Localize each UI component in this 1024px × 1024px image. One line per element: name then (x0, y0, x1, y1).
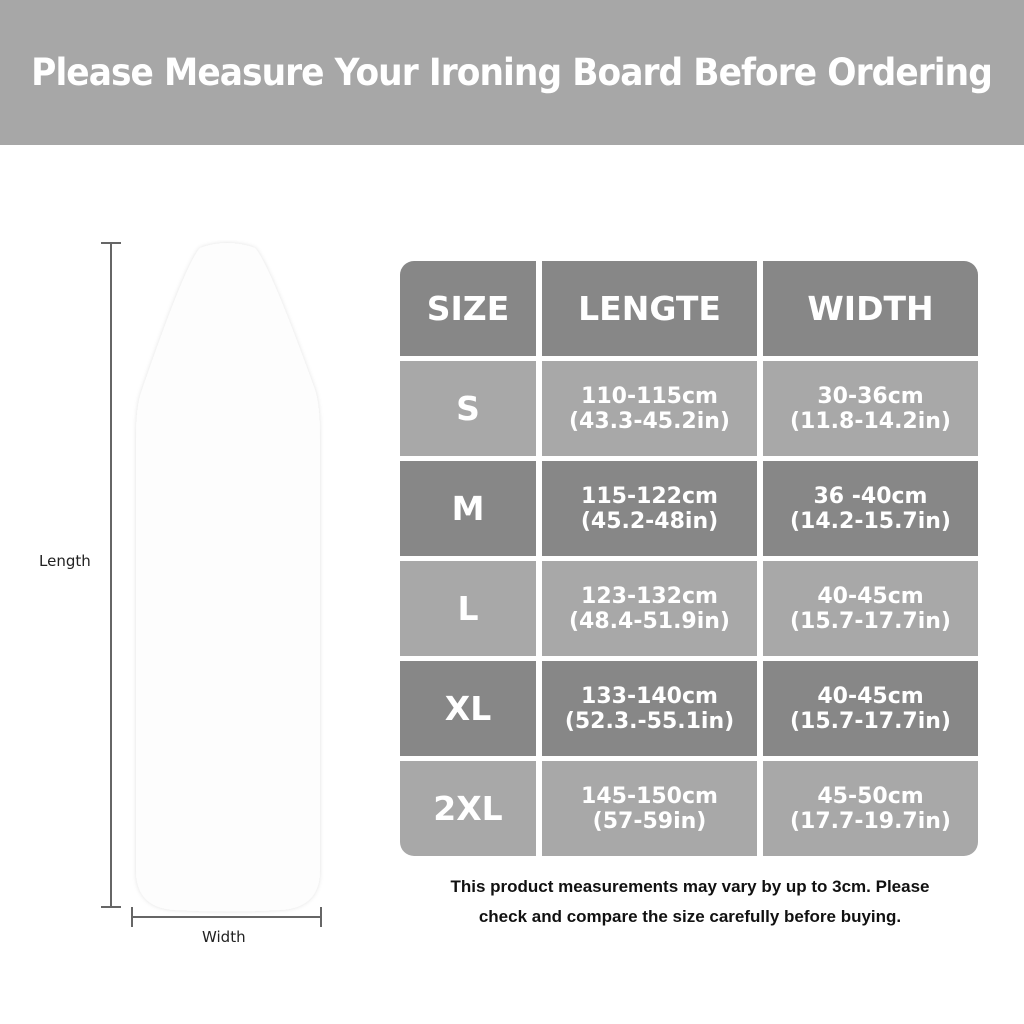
size-cell: 2XL (400, 761, 536, 856)
width-left-cap (131, 907, 133, 927)
table-row: 2XL 145-150cm (57-59in) 45-50cm (17.7-19.7… (400, 761, 978, 856)
table-row: XL 133-140cm (52.3.-55.1in) 40-45cm (15.7-… (400, 661, 978, 756)
length-cell: 110-115cm (43.3-45.2in) (542, 361, 757, 456)
size-cell: S (400, 361, 536, 456)
width-cm: 45-50cm (817, 783, 924, 809)
header-width: WIDTH (763, 261, 978, 356)
width-cell: 36 -40cm (14.2-15.7in) (763, 461, 978, 556)
length-cell: 115-122cm (45.2-48in) (542, 461, 757, 556)
length-cm: 123-132cm (581, 583, 718, 609)
length-in: (48.4-51.9in) (568, 608, 730, 634)
length-bottom-cap (101, 906, 121, 908)
measurement-note: This product measurements may vary by up… (400, 872, 980, 932)
length-in: (45.2-48in) (580, 508, 719, 534)
width-cell: 40-45cm (15.7-17.7in) (763, 561, 978, 656)
length-label: Length (39, 552, 91, 570)
table-row: M 115-122cm (45.2-48in) 36 -40cm (14.2-15.… (400, 461, 978, 556)
length-top-cap (101, 242, 121, 244)
width-cell: 45-50cm (17.7-19.7in) (763, 761, 978, 856)
table-row: L 123-132cm (48.4-51.9in) 40-45cm (15.7-17… (400, 561, 978, 656)
size-cell: XL (400, 661, 536, 756)
ironing-board-illustration (136, 243, 320, 912)
width-dimension-line (132, 916, 321, 918)
length-cell: 133-140cm (52.3.-55.1in) (542, 661, 757, 756)
banner-title: Please Measure Your Ironing Board Before… (31, 51, 994, 94)
width-cm: 30-36cm (817, 383, 924, 409)
width-cm: 40-45cm (817, 683, 924, 709)
width-cell: 30-36cm (11.8-14.2in) (763, 361, 978, 456)
size-cell: L (400, 561, 536, 656)
width-in: (11.8-14.2in) (789, 408, 951, 434)
length-cell: 123-132cm (48.4-51.9in) (542, 561, 757, 656)
width-cell: 40-45cm (15.7-17.7in) (763, 661, 978, 756)
length-cell: 145-150cm (57-59in) (542, 761, 757, 856)
length-dimension-line (110, 242, 112, 908)
length-in: (57-59in) (592, 808, 707, 834)
banner: Please Measure Your Ironing Board Before… (0, 0, 1024, 145)
length-in: (52.3.-55.1in) (564, 708, 735, 734)
note-line-1: This product measurements may vary by up… (450, 877, 930, 896)
width-cm: 36 -40cm (813, 483, 928, 509)
width-cm: 40-45cm (817, 583, 924, 609)
size-chart-table: SIZE LENGTE WIDTH S 110-115cm (43.3-45.2i… (394, 256, 984, 861)
length-cm: 110-115cm (581, 383, 718, 409)
length-cm: 115-122cm (581, 483, 718, 509)
width-right-cap (320, 907, 322, 927)
size-cell: M (400, 461, 536, 556)
header-size: SIZE (400, 261, 536, 356)
width-in: (15.7-17.7in) (789, 608, 951, 634)
header-length: LENGTE (542, 261, 757, 356)
note-line-2: check and compare the size carefully bef… (478, 907, 902, 926)
width-in: (14.2-15.7in) (789, 508, 951, 534)
length-cm: 145-150cm (581, 783, 718, 809)
width-in: (17.7-19.7in) (789, 808, 951, 834)
length-cm: 133-140cm (581, 683, 718, 709)
table-header-row: SIZE LENGTE WIDTH (400, 261, 978, 356)
length-in: (43.3-45.2in) (568, 408, 730, 434)
table-row: S 110-115cm (43.3-45.2in) 30-36cm (11.8-14… (400, 361, 978, 456)
width-in: (15.7-17.7in) (789, 708, 951, 734)
width-label: Width (202, 928, 246, 946)
